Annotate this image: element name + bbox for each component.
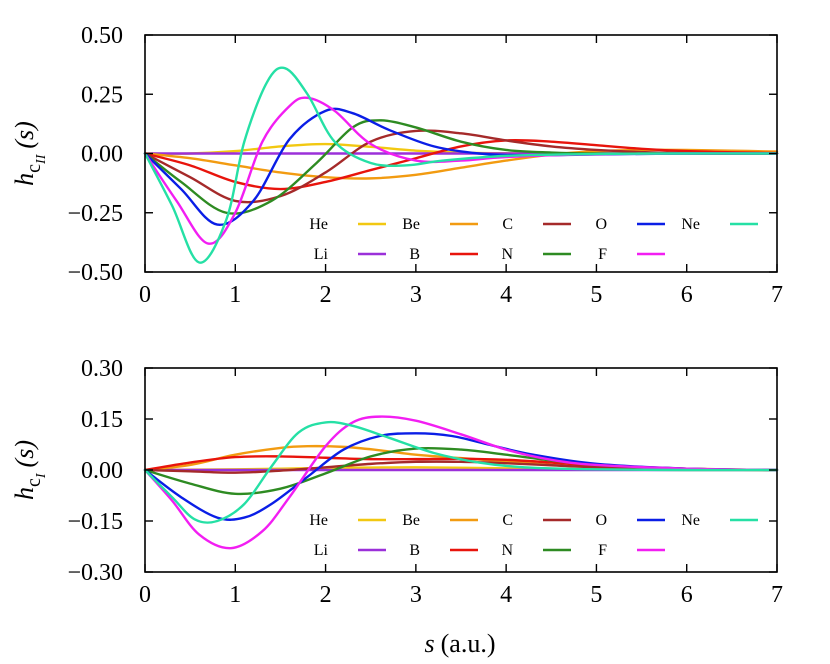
legend-item-ne: Ne (681, 512, 758, 529)
y-tick-label: 0.30 (81, 356, 123, 382)
x-tick-label: 0 (139, 582, 151, 608)
x-tick-label: 7 (771, 282, 783, 308)
legend-item-o: O (595, 512, 665, 529)
legend-label: Be (402, 216, 420, 233)
series-line-ne (143, 66, 779, 264)
y-tick-label: 0.00 (81, 458, 123, 484)
legend-label: C (502, 216, 513, 233)
x-tick-label: 2 (320, 282, 332, 308)
legend-item-he: He (309, 512, 386, 529)
legend-label: O (595, 216, 607, 233)
legend-label: F (598, 542, 607, 559)
legend-label: N (501, 246, 513, 263)
y-tick-label: −0.50 (67, 260, 123, 286)
legend-item-o: O (595, 216, 665, 233)
legend-item-f: F (598, 542, 665, 559)
x-tick-label: 2 (320, 582, 332, 608)
legend-item-li: Li (314, 542, 386, 559)
x-axis-label: s (a.u.) (425, 629, 496, 658)
x-tick-label: 7 (771, 582, 783, 608)
curves (143, 66, 779, 264)
x-tick-label: 3 (410, 582, 422, 608)
series-line-ne (143, 420, 779, 524)
legend-label: C (502, 512, 513, 529)
x-tick-label: 5 (590, 582, 602, 608)
legend-item-n: N (501, 542, 571, 559)
y-tick-label: −0.25 (67, 201, 123, 227)
x-tick-label: 4 (500, 282, 512, 308)
legend-label: Be (402, 512, 420, 529)
legend-label: B (409, 542, 420, 559)
legend-item-be: Be (402, 512, 478, 529)
legend-item-li: Li (314, 246, 386, 263)
series-line-b (143, 139, 779, 191)
legend-label: Ne (681, 512, 700, 529)
legend-label: Li (314, 246, 329, 263)
y-tick-label: −0.30 (67, 560, 123, 586)
legend-item-he: He (309, 216, 386, 233)
x-tick-label: 1 (229, 582, 241, 608)
legend-label: He (309, 512, 328, 529)
legend-label: F (598, 246, 607, 263)
x-tick-label: 3 (410, 282, 422, 308)
legend: He Li Be B CN OF Ne (309, 216, 758, 263)
legend-item-be: Be (402, 216, 478, 233)
x-tick-label: 1 (229, 282, 241, 308)
legend-label: B (409, 246, 420, 263)
legend-item-n: N (501, 246, 571, 263)
legend-label: He (309, 216, 328, 233)
x-tick-label: 0 (139, 282, 151, 308)
bottom-panel: 0 1 2 3 4 5 6 7 0.30 0.15 0.00 −0.15 −0.30 hcI(s) He Li… (10, 356, 783, 608)
legend-label: Ne (681, 216, 700, 233)
x-tick-label: 4 (500, 582, 512, 608)
legend-label: Li (314, 542, 329, 559)
series-line-f (143, 415, 779, 550)
y-tick-label: 0.50 (81, 23, 123, 49)
y-tick-label: 0.00 (81, 142, 123, 168)
legend-item-c: C (502, 216, 571, 233)
legend-item-b: B (409, 246, 478, 263)
y-tick-label: 0.25 (81, 82, 123, 108)
legend-label: N (501, 542, 513, 559)
x-tick-label: 6 (681, 582, 693, 608)
legend-item-ne: Ne (681, 216, 758, 233)
legend-item-b: B (409, 542, 478, 559)
legend-item-f: F (598, 246, 665, 263)
curves (143, 415, 779, 550)
legend-label: O (595, 512, 607, 529)
legend: He Li Be B CN OF Ne (309, 512, 758, 559)
y-axis-label: hcI(s) (10, 440, 49, 500)
legend-item-c: C (502, 512, 571, 529)
y-axis-label: hcII(s) (10, 121, 49, 186)
y-tick-label: −0.15 (67, 509, 123, 535)
x-tick-label: 6 (681, 282, 693, 308)
x-tick-label: 5 (590, 282, 602, 308)
y-tick-label: 0.15 (81, 407, 123, 433)
top-panel: 0 1 2 3 4 5 6 7 0.50 0.25 0.00 −0.25 −0.50 hcII(s) He L… (10, 23, 783, 308)
series-line-c (143, 460, 779, 474)
